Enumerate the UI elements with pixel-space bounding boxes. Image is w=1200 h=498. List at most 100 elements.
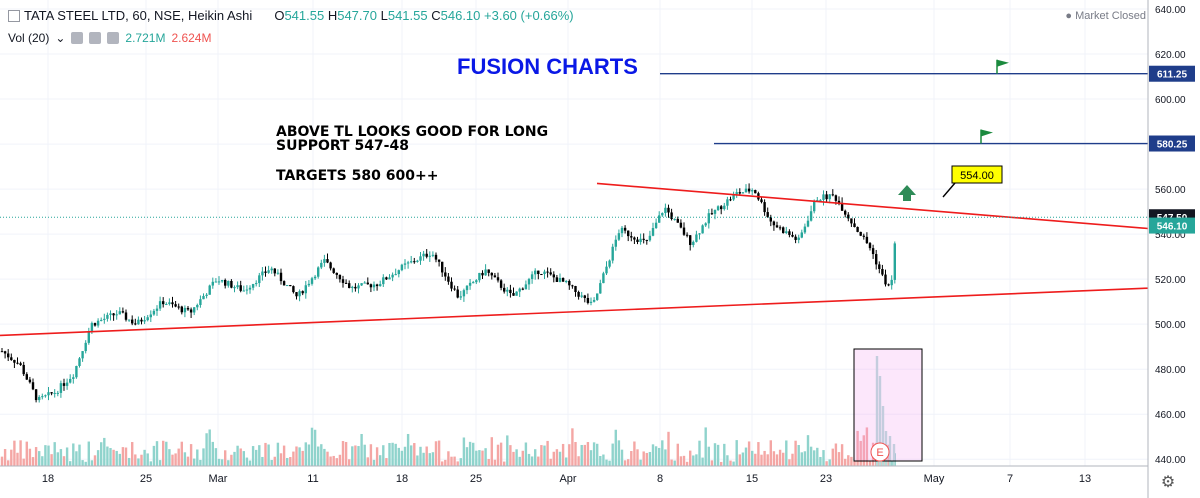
volume-bar — [589, 450, 593, 466]
candle-body — [682, 227, 686, 235]
grid — [0, 0, 1148, 466]
volume-bar — [267, 444, 270, 466]
volume-bar — [475, 450, 478, 466]
chevron-down-icon[interactable]: ⌄ — [55, 31, 66, 45]
volume-bar — [103, 437, 106, 466]
candle-body — [685, 234, 689, 236]
note-line-3: TARGETS 580 600++ — [276, 168, 438, 184]
volume-bar — [853, 461, 856, 466]
volume-bar — [881, 406, 885, 466]
volume-bar — [65, 447, 69, 466]
volume-bar — [326, 451, 329, 466]
volume-bar — [642, 451, 645, 466]
volume-bar — [90, 460, 94, 466]
candle-body — [735, 192, 738, 195]
volume-bar — [19, 440, 22, 466]
candle-body — [236, 285, 239, 288]
volume-bar — [276, 442, 280, 466]
candle-body — [822, 194, 825, 200]
candle-body — [791, 234, 794, 237]
candle-body — [534, 270, 537, 275]
volume-bar — [78, 444, 81, 466]
candle-body — [13, 359, 16, 363]
close-icon[interactable] — [107, 32, 120, 44]
volume-bar — [360, 433, 363, 466]
volume-bar — [772, 451, 776, 466]
gear-icon[interactable] — [89, 32, 102, 44]
candle-body — [450, 281, 453, 289]
candle-body — [447, 276, 450, 282]
candle-body — [326, 259, 329, 263]
y-tick-label: 560.00 — [1155, 185, 1186, 196]
volume-bar — [286, 457, 289, 466]
volume-bar — [490, 437, 493, 466]
candle-body — [369, 284, 373, 288]
candle-body — [850, 218, 853, 224]
volume-bar — [34, 447, 38, 466]
volume-bar — [586, 442, 590, 466]
candle-body — [806, 220, 810, 227]
candle-body — [400, 264, 404, 271]
candle-body — [623, 227, 627, 231]
candle-body — [208, 285, 211, 295]
candle-body — [286, 285, 289, 287]
candle-body — [335, 272, 338, 275]
volume-bar — [503, 461, 506, 466]
candle-body — [710, 213, 714, 215]
volume-bar — [837, 452, 841, 466]
candle-body — [360, 283, 363, 286]
candle-body — [351, 286, 354, 288]
candle-body — [25, 374, 28, 380]
volume-bar — [344, 441, 348, 466]
candle-body — [530, 274, 534, 280]
candle-body — [320, 262, 323, 268]
candle-body — [484, 269, 487, 276]
volume-bar — [499, 442, 503, 466]
volume-bar — [518, 456, 521, 466]
volume-bar — [627, 459, 630, 466]
earnings-label: E — [876, 447, 883, 459]
candle-body — [596, 293, 599, 300]
volume-bar — [22, 458, 25, 466]
candle-body — [664, 207, 667, 214]
x-tick-label: Apr — [559, 473, 576, 485]
candle-body — [276, 272, 280, 274]
volume-bar — [778, 449, 782, 466]
volume-bar — [596, 443, 599, 466]
chart-legend: TATA STEEL LTD, 60, NSE, Heikin Ashi O54… — [8, 8, 574, 23]
candle-body — [53, 392, 56, 394]
candle-body — [149, 314, 152, 318]
candle-body — [28, 379, 32, 383]
volume-bar — [441, 461, 444, 466]
candle-body — [47, 392, 50, 396]
candle-body — [605, 266, 608, 274]
volume-bar — [673, 460, 676, 466]
volume-bar — [41, 456, 44, 466]
volume-bar — [862, 435, 865, 466]
candle-body — [137, 319, 140, 325]
candle-body — [744, 188, 748, 193]
volume-bar — [577, 456, 580, 466]
volume-bar — [31, 457, 35, 466]
volume-bar — [106, 446, 109, 466]
candle-body — [760, 199, 763, 203]
candle-body — [741, 192, 745, 194]
candle-body — [506, 289, 509, 292]
volume-bar — [484, 448, 487, 466]
volume-bar — [710, 460, 714, 466]
collapse-icon[interactable] — [8, 9, 20, 22]
candle-body — [227, 280, 230, 286]
volume-bar — [840, 444, 844, 466]
candle-body — [834, 195, 838, 201]
volume-bar — [459, 458, 462, 466]
volume-bar — [186, 456, 190, 466]
candle-body — [803, 226, 807, 233]
callout-pointer — [942, 182, 956, 198]
eye-icon[interactable] — [71, 32, 84, 44]
candle-body — [282, 281, 286, 286]
candle-body — [50, 392, 53, 394]
candle-body — [338, 274, 342, 280]
candle-body — [304, 285, 307, 294]
candle-body — [171, 302, 174, 305]
